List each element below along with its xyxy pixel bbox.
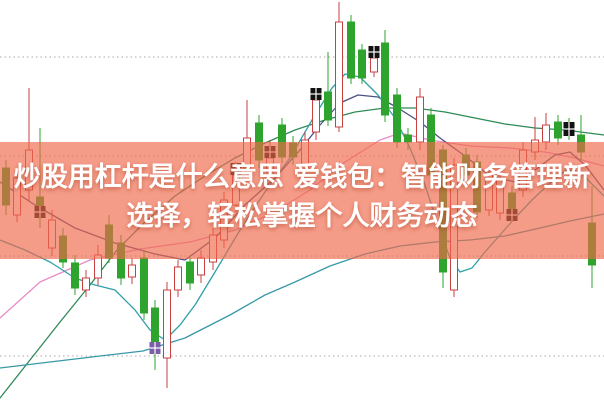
candle-up: [370, 57, 378, 73]
headline-line-1: 炒股用杠杆是什么意思 爱钱包：智能财务管理新: [13, 162, 591, 193]
headline-line-2: 选择，轻松掌握个人财务动态: [126, 201, 478, 232]
candle-down: [358, 49, 366, 79]
candle-up: [163, 289, 171, 359]
candle-up: [128, 264, 136, 278]
candle-down: [71, 262, 79, 289]
candle-up: [197, 257, 205, 276]
candle-up: [174, 266, 182, 291]
candle-down: [404, 134, 412, 143]
candle-down: [554, 121, 562, 139]
candle-up: [335, 21, 343, 128]
candle-down: [393, 94, 401, 143]
headline-banner[interactable]: 炒股用杠杆是什么意思 爱钱包：智能财务管理新 选择，轻松掌握个人财务动态: [0, 142, 604, 259]
candle-down: [347, 21, 355, 79]
candle-up: [82, 277, 90, 291]
candle-down: [186, 261, 194, 284]
candle-down: [381, 42, 389, 116]
candle-down: [140, 257, 148, 314]
candle-down: [324, 91, 332, 121]
candle-up: [542, 124, 550, 143]
candle-up: [416, 96, 424, 143]
candle-up: [312, 99, 320, 133]
